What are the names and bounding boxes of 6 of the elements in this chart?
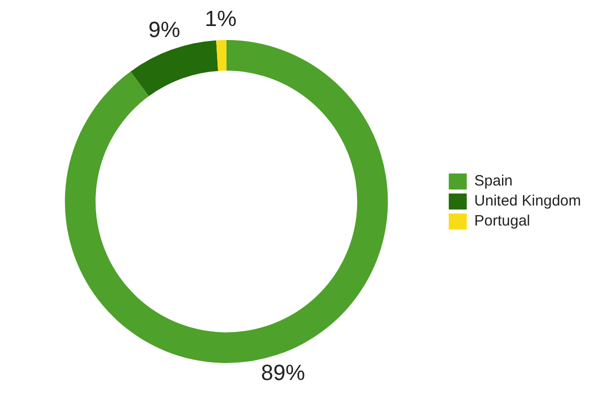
legend-label: United Kingdom — [474, 192, 582, 210]
legend-label: Spain — [474, 172, 513, 190]
data-label: 9% — [148, 17, 180, 42]
data-label: 1% — [204, 6, 237, 32]
data-label: 89% — [260, 360, 306, 385]
legend-label: Portugal — [474, 212, 530, 230]
